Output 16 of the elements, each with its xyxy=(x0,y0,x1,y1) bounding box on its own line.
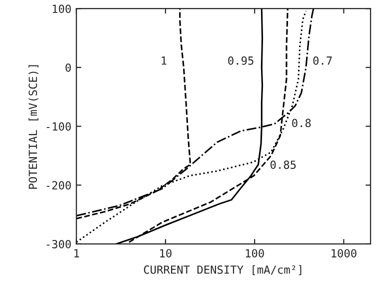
x-tick-label: 1 xyxy=(74,249,79,258)
y-tick-label: -300 xyxy=(46,240,71,248)
annotation: 0.7 xyxy=(313,56,332,65)
x-tick-label: 100 xyxy=(246,249,264,258)
annotation: 0.85 xyxy=(270,160,296,169)
x-tick-label: 10 xyxy=(160,249,172,258)
y-tick-label: 0 xyxy=(66,63,71,72)
y-tick-label: -100 xyxy=(46,122,71,131)
annotation: 1 xyxy=(162,56,166,65)
annotation: 0.95 xyxy=(228,56,254,65)
y-tick-label: 100 xyxy=(52,4,71,14)
y-axis-title: POTENTIAL [mV(SCE)] xyxy=(28,65,38,189)
x-tick-label: 1000 xyxy=(332,249,356,258)
y-tick-label: -200 xyxy=(46,181,71,190)
annotation: 0.8 xyxy=(292,118,311,128)
x-axis-title: CURRENT DENSITY [mA/cm²] xyxy=(144,265,302,276)
